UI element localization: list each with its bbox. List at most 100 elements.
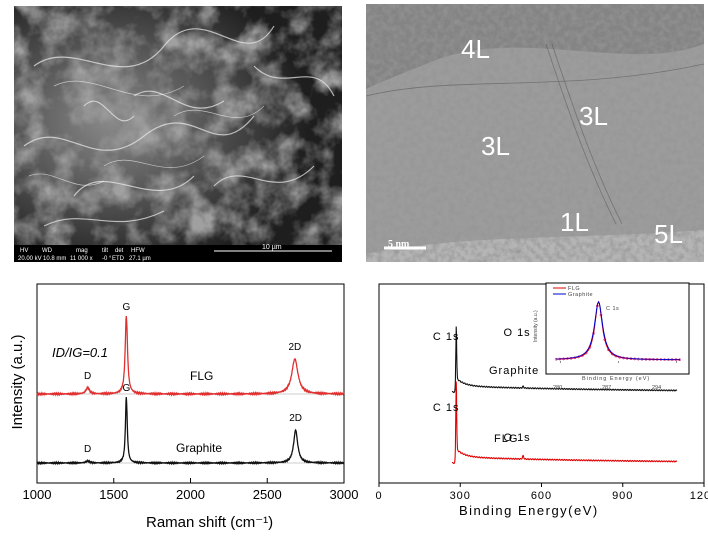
sem-det-value: ETD [112,256,125,262]
inset-tick-label: 294 [652,385,661,391]
xps-series-line [451,381,678,465]
inset-marker [584,351,588,355]
inset-marker [607,348,610,352]
raman-x-tick-label: 3000 [330,487,359,502]
sem-hfw-label: HFW [131,248,145,254]
inset-peak-label: C 1s [606,306,619,312]
xps-series-line [451,326,678,394]
inset-marker [573,356,577,360]
sem-hv-label: HV [20,248,28,254]
tem-layer-label: 5L [654,219,683,249]
inset-marker [610,352,614,356]
inset-marker [655,358,659,361]
sem-wd-label: WD [42,248,53,254]
inset-marker [659,358,663,361]
sem-scale-label: 10 µm [262,244,282,251]
raman-x-tick-label: 2000 [176,487,205,502]
xps-x-tick-label: 300 [450,490,471,502]
raman-peak-label: G [122,383,130,394]
xps-series-label-flg: FLG [494,433,518,445]
xps-x-tick-label: 0 [375,490,382,502]
inset-marker [663,358,666,361]
inset-series-line [556,300,680,361]
inset-legend-graphite: Graphite [568,292,593,298]
inset-marker [577,355,580,359]
sem-hfw-value: 27.1 µm [129,256,151,262]
tem-layer-label: 3L [481,131,510,161]
xps-peak-label: C 1s [433,331,460,343]
raman-series-line [36,316,345,397]
xps-x-axis-label: Binding Energy(eV) [459,503,599,518]
sem-hv-value: 20.00 kV [18,256,42,262]
tem-layer-label: 3L [579,101,608,131]
inset-marker [678,358,681,362]
xps-series-label-graphite: Graphite [489,365,539,377]
inset-marker [588,346,592,349]
raman-series-label-flg: FLG [190,369,213,383]
inset-marker [633,357,637,361]
tem-micrograph: 4L 3L 3L 1L 5L 5 nm [366,4,704,262]
raman-id-ig-annotation: ID/IG=0.1 [52,345,108,360]
sem-wd-value: 10.8 mm [43,256,66,262]
raman-peak-label: 2D [288,342,301,353]
inset-marker [625,357,629,360]
sem-det-label: det [115,248,124,254]
inset-marker [648,358,652,361]
inset-marker [652,358,655,361]
raman-series-label-graphite: Graphite [176,441,222,455]
raman-x-tick-label: 1500 [99,487,128,502]
xps-chart-panel: 0 300 600 900 1200 C 1s O 1s C 1s O 1s Binding … [360,270,708,542]
inset-marker [569,356,573,360]
sem-tilt-label: tilt [102,248,108,254]
inset-marker [554,357,558,361]
inset-marker [670,358,674,361]
sem-mag-label: mag [76,248,88,254]
inset-marker [580,354,584,357]
sem-micrograph: HV WD mag tilt det HFW 20.00 kV 10.8 mm … [14,6,342,262]
raman-x-axis-label: Raman shift (cm⁻¹) [146,514,273,531]
raman-peak-label: D [84,371,91,382]
tem-scale-label: 5 nm [388,239,410,250]
raman-x-tick-label: 2500 [253,487,282,502]
xps-x-tick-label: 600 [531,490,552,502]
sem-image-panel: HV WD mag tilt det HFW 20.00 kV 10.8 mm … [14,6,342,262]
xps-peak-label: O 1s [503,432,530,444]
inset-marker [622,356,625,360]
xps-x-tick-label: 1200 [690,490,708,502]
tem-image-panel: 4L 3L 3L 1L 5L 5 nm [366,4,704,262]
tem-layer-label: 1L [560,207,589,237]
sem-tilt-value: -0 ° [102,256,112,262]
inset-marker [614,354,618,358]
xps-x-tick-label: 900 [612,490,633,502]
inset-marker [558,357,562,361]
xps-inset: 280 287 294 Binding Energy (eV) Intensit… [533,282,690,391]
raman-x-tick-label: 1000 [23,487,52,502]
raman-chart: 1000 1500 2000 2500 3000 D G 2D D G 2D Raman shif… [9,283,359,531]
inset-marker [562,357,565,361]
xps-chart: 0 300 600 900 1200 C 1s O 1s C 1s O 1s Binding … [375,282,708,518]
raman-peak-label: G [122,302,130,313]
inset-marker [592,332,595,335]
inset-marker [603,338,607,341]
xps-peak-label: O 1s [503,327,530,339]
inset-marker [667,358,670,361]
inset-marker [618,355,622,359]
inset-legend-flg: FLG [568,286,580,292]
inset-marker [644,357,648,361]
inset-x-axis-label: Binding Energy (eV) [582,376,650,382]
raman-peak-label: 2D [289,413,302,424]
raman-y-axis-label: Intensity (a.u.) [9,334,26,429]
raman-series-line [36,397,345,466]
xps-peak-label: C 1s [433,402,460,414]
inset-marker [640,357,644,361]
inset-tick-label: 280 [553,385,562,391]
inset-marker [566,357,569,360]
inset-marker [595,304,599,308]
inset-marker [674,358,678,361]
raman-peak-label: D [84,444,91,455]
inset-y-axis-label: Intensity (a.u.) [533,310,539,342]
inset-tick-label: 287 [602,385,611,391]
inset-marker [637,357,640,361]
inset-marker [629,357,633,361]
raman-chart-panel: 1000 1500 2000 2500 3000 D G 2D D G 2D Raman shif… [0,270,360,542]
